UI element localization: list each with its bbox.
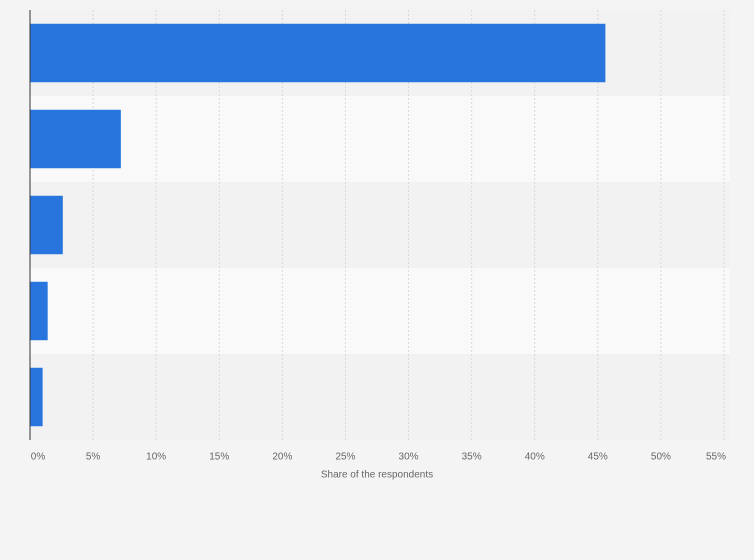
x-tick-label: 55% <box>706 452 726 463</box>
bar <box>30 23 606 83</box>
x-tick-label: 15% <box>209 452 229 463</box>
x-tick-label: 10% <box>146 452 166 463</box>
bar <box>30 367 43 427</box>
x-tick-label: 20% <box>272 452 292 463</box>
x-tick-label: 5% <box>86 452 101 463</box>
x-tick-label: 35% <box>462 452 482 463</box>
x-axis-title: Share of the respondents <box>321 470 433 481</box>
row-band <box>30 96 730 182</box>
bars <box>30 23 606 427</box>
row-bands <box>30 10 730 440</box>
x-tick-label: 45% <box>588 452 608 463</box>
x-tick-label: 40% <box>525 452 545 463</box>
row-band <box>30 268 730 354</box>
x-tick-label: 25% <box>335 452 355 463</box>
x-tick-label: 30% <box>399 452 419 463</box>
row-band <box>30 354 730 440</box>
bar <box>30 109 121 169</box>
x-tick-label: 50% <box>651 452 671 463</box>
row-band <box>30 182 730 268</box>
x-tick-label: 0% <box>31 452 46 463</box>
bar <box>30 281 48 341</box>
bar <box>30 195 63 255</box>
